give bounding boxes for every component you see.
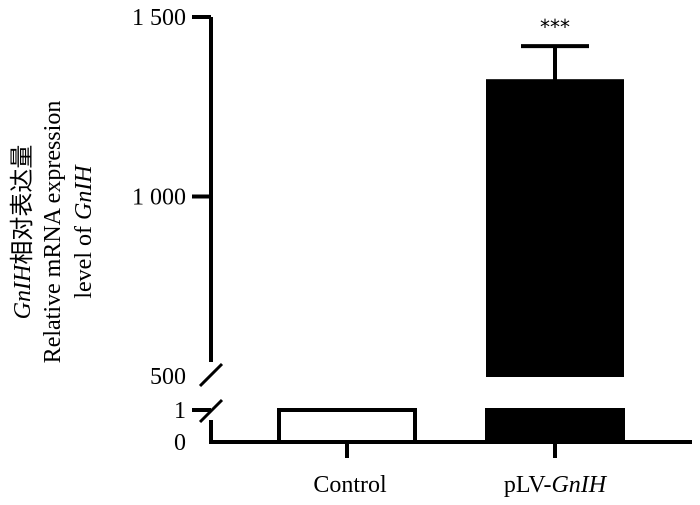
x-tick-label-part: Control bbox=[313, 472, 387, 498]
bar-lower-segment bbox=[277, 408, 417, 444]
y-tick-label: 1 bbox=[174, 398, 186, 424]
y-tick-label: 1 500 bbox=[132, 5, 186, 31]
y-tick-label: 1 000 bbox=[132, 185, 186, 211]
y-tick-label: 500 bbox=[150, 364, 186, 390]
y-axis-label-part: 相对表达量 bbox=[9, 145, 36, 265]
axis-break-mark-upper bbox=[198, 362, 224, 388]
x-tick-label: pLV-GnIH bbox=[504, 472, 608, 498]
y-axis-label-part: level of bbox=[71, 220, 97, 299]
y-tick-label: 0 bbox=[174, 430, 186, 456]
y-axis-label-line: GnIH相对表达量 bbox=[9, 145, 36, 320]
y-axis-label-part: GnIH bbox=[10, 263, 36, 319]
y-axis-label-part: Relative mRNA expression bbox=[40, 101, 66, 364]
y-axis-label-part: GnIH bbox=[71, 164, 97, 220]
x-tick-label-part: pLV- bbox=[504, 472, 552, 498]
bar-upper-segment bbox=[486, 79, 624, 378]
y-axis-label-line: level of GnIH bbox=[71, 164, 97, 299]
y-axis-label-line: Relative mRNA expression bbox=[40, 101, 66, 364]
x-tick-label: Control bbox=[313, 472, 387, 498]
significance-label: *** bbox=[540, 15, 570, 39]
x-tick-label-part: GnIH bbox=[551, 472, 607, 498]
bar-lower-segment bbox=[485, 408, 625, 444]
